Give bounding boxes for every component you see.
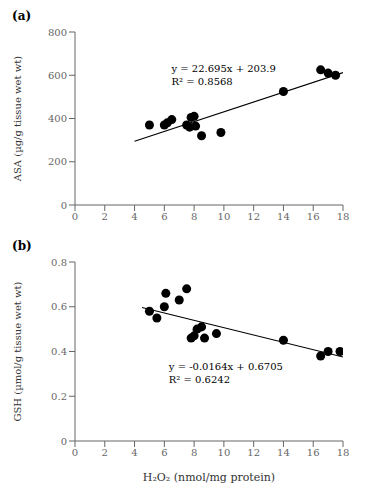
svg-text:GSH (µmol/g tissue wet wt): GSH (µmol/g tissue wet wt): [12, 281, 23, 421]
svg-text:0: 0: [61, 200, 67, 211]
svg-text:0.6: 0.6: [51, 301, 67, 312]
svg-text:200: 200: [48, 156, 67, 167]
svg-text:0: 0: [61, 436, 67, 447]
html-text:R² = 0.8568: R² = 0.8568: [171, 76, 233, 88]
svg-text:8: 8: [191, 447, 197, 458]
html-text:R² = 0.6242: R² = 0.6242: [168, 374, 231, 385]
svg-text:600: 600: [48, 70, 67, 81]
svg-text:0: 0: [72, 447, 78, 458]
svg-text:8: 8: [191, 211, 197, 222]
html-text:y = -0.0164x + 0.6705: y = -0.0164x + 0.6705: [168, 361, 283, 372]
svg-text:0.4: 0.4: [51, 346, 67, 357]
svg-text:12: 12: [247, 211, 260, 222]
svg-text:10: 10: [218, 211, 231, 222]
svg-text:16: 16: [307, 447, 320, 458]
svg-text:6: 6: [161, 211, 167, 222]
svg-text:4: 4: [131, 211, 137, 222]
svg-text:4: 4: [131, 447, 137, 458]
svg-text:2: 2: [102, 211, 108, 222]
svg-text:0: 0: [72, 211, 78, 222]
html-text:(a): (a): [12, 9, 32, 23]
html-text:y = 22.695x + 203.9: y = 22.695x + 203.9: [171, 63, 276, 75]
svg-text:800: 800: [48, 27, 67, 38]
svg-text:2: 2: [102, 447, 108, 458]
svg-text:0.8: 0.8: [51, 257, 67, 268]
svg-text:14: 14: [277, 447, 290, 458]
svg-text:6: 6: [161, 447, 167, 458]
svg-text:10: 10: [218, 447, 231, 458]
html-text:(b): (b): [12, 239, 32, 253]
svg-text:14: 14: [277, 211, 290, 222]
svg-text:400: 400: [48, 113, 67, 124]
svg-text:16: 16: [307, 211, 320, 222]
svg-text:0.2: 0.2: [51, 391, 67, 402]
svg-text:12: 12: [247, 447, 260, 458]
svg-text:18: 18: [337, 447, 350, 458]
svg-text:H₂O₂ (nmol/mg protein): H₂O₂ (nmol/mg protein): [143, 471, 275, 484]
svg-text:ASA (µg/g tissue wet wt): ASA (µg/g tissue wet wt): [12, 56, 23, 182]
svg-text:18: 18: [337, 211, 350, 222]
